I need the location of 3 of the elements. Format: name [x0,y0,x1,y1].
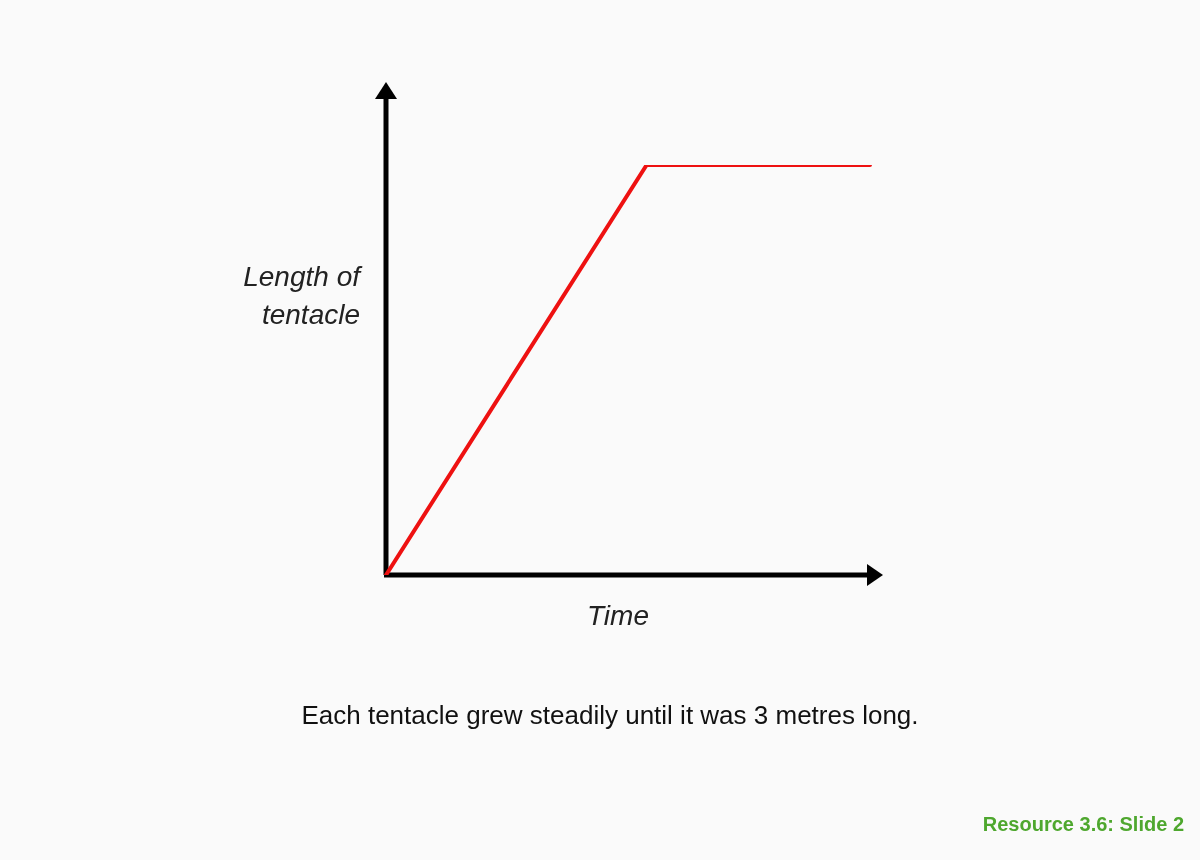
text: Resource 3.6: Slide 2 [982,813,1184,836]
text: Each tentacle grew steadily until it was 3 metres long. [300,700,920,731]
x-axis-title: Time [586,600,650,632]
